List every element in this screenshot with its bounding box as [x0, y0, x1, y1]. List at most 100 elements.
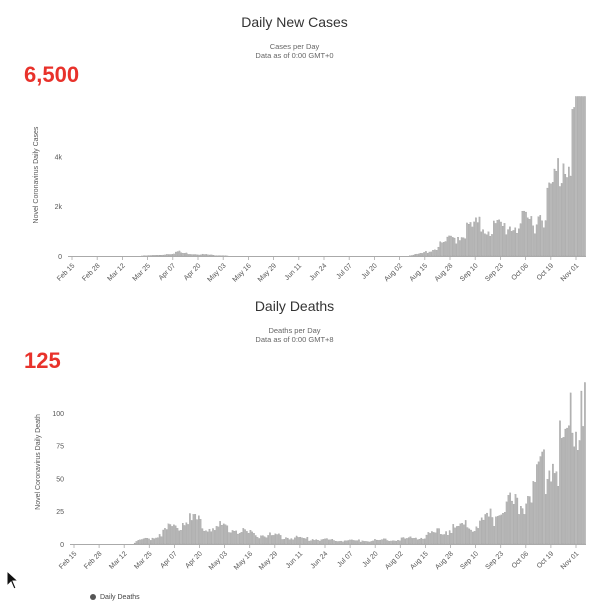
data-bar — [496, 220, 499, 257]
data-bar — [571, 109, 574, 257]
data-bar — [560, 438, 563, 545]
data-bar — [434, 249, 436, 257]
data-bar — [260, 535, 262, 545]
cases-chart-title: Daily New Cases — [241, 14, 348, 30]
data-bar — [528, 219, 531, 257]
data-bar — [414, 254, 417, 257]
data-bar — [571, 432, 574, 545]
y-tick-label: 75 — [56, 444, 64, 451]
data-bar — [537, 216, 540, 257]
data-bar — [518, 228, 520, 257]
data-bar — [181, 523, 184, 545]
x-tick-label: Sep 23 — [484, 262, 505, 283]
data-bar — [468, 223, 470, 257]
data-bar — [201, 528, 204, 545]
data-bar — [363, 541, 366, 545]
data-bar — [240, 532, 243, 545]
data-bar — [569, 392, 572, 545]
data-bar — [215, 526, 218, 545]
data-bar — [324, 538, 326, 545]
cases-chart-subtitle-1: Cases per Day — [269, 42, 320, 51]
x-tick-label: Mar 12 — [106, 262, 126, 282]
data-bar — [242, 528, 245, 545]
data-bar — [160, 255, 163, 257]
data-bar — [503, 223, 506, 257]
data-bar — [445, 531, 447, 545]
y-axis-title: Novel Coronavirus Daily Cases — [33, 126, 40, 223]
data-bar — [578, 96, 581, 257]
data-bar — [399, 540, 401, 545]
data-bar — [386, 540, 389, 545]
data-bar — [210, 254, 213, 257]
data-bar — [247, 533, 250, 545]
data-bar — [185, 522, 188, 545]
data-bar — [488, 516, 490, 545]
data-bar — [479, 520, 481, 545]
data-bar — [267, 535, 269, 545]
data-bar — [500, 514, 503, 545]
data-bar — [437, 246, 440, 257]
data-bar — [326, 538, 328, 545]
data-bar — [141, 539, 143, 545]
data-bar — [187, 254, 190, 257]
data-bar — [155, 255, 158, 257]
data-bar — [198, 254, 200, 257]
data-bar — [428, 251, 431, 257]
data-bar — [308, 540, 310, 545]
data-bar — [144, 537, 147, 545]
data-bar — [432, 249, 434, 257]
x-tick-label: Jun 24 — [309, 262, 329, 282]
chart-legend[interactable]: Daily Deaths — [90, 594, 570, 603]
x-tick-label: Apr 20 — [184, 550, 204, 570]
data-bar — [283, 539, 286, 545]
data-bar — [494, 223, 497, 257]
data-bar — [550, 183, 552, 257]
data-bar — [548, 470, 551, 545]
data-bar — [279, 535, 282, 545]
data-bar — [435, 250, 438, 257]
data-bar — [406, 538, 408, 545]
data-bar — [329, 539, 332, 545]
data-bar — [543, 449, 545, 545]
x-tick-label: Aug 28 — [434, 550, 455, 571]
data-bar — [288, 539, 291, 545]
data-bar — [475, 526, 478, 545]
data-bar — [390, 540, 392, 545]
data-bar — [174, 525, 177, 545]
data-bar — [388, 541, 390, 545]
data-bar — [553, 473, 556, 545]
data-bar — [507, 495, 510, 545]
data-bar — [559, 186, 561, 257]
data-bar — [564, 428, 567, 545]
data-bar — [430, 251, 433, 257]
data-bar — [317, 540, 319, 545]
x-tick-label: Nov 01 — [560, 550, 581, 571]
data-bar — [320, 539, 323, 545]
cases-chart-subtitle-2: Data as of 0:00 GMT+0 — [255, 51, 334, 60]
data-bar — [473, 221, 475, 257]
data-bar — [519, 223, 522, 257]
data-bar — [418, 538, 421, 545]
data-bar — [451, 237, 454, 257]
data-bar — [555, 170, 558, 257]
data-bar — [459, 240, 461, 257]
data-bar — [263, 536, 266, 545]
legend-label[interactable]: Daily Deaths — [100, 594, 140, 601]
data-bar — [189, 513, 191, 545]
data-bar — [444, 241, 447, 257]
data-bar — [173, 253, 175, 257]
data-bar — [550, 481, 552, 545]
data-bar — [512, 230, 515, 257]
y-tick-label: 2k — [55, 204, 63, 211]
data-bar — [345, 540, 348, 545]
data-bar — [210, 531, 213, 545]
data-bar — [455, 243, 458, 257]
data-bar — [446, 236, 449, 257]
data-bar — [557, 486, 560, 545]
data-bar — [198, 515, 200, 545]
data-bar — [527, 496, 529, 545]
data-bar — [562, 437, 565, 545]
data-bar — [476, 222, 479, 257]
data-bar — [379, 539, 382, 545]
data-bar — [569, 175, 572, 257]
